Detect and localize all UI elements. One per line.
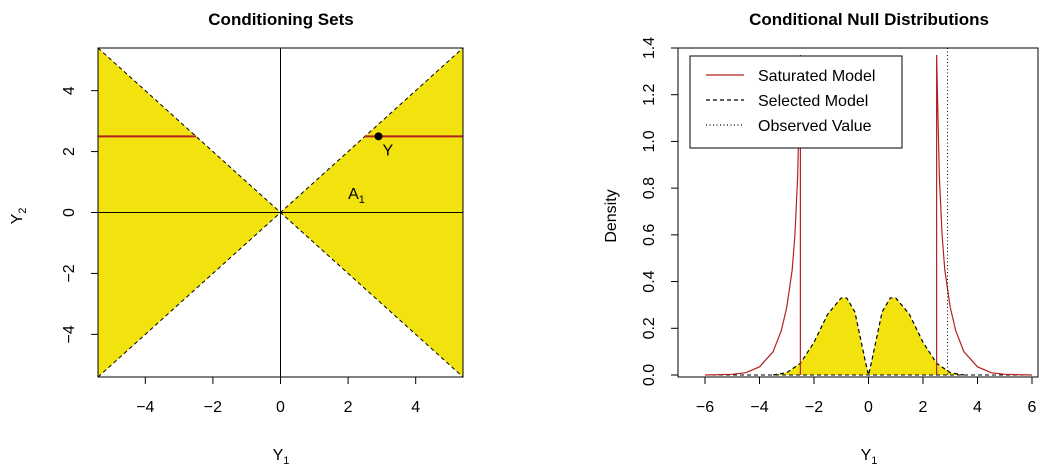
null-distributions-panel: Conditional Null Distributions −6 −4 −2 0 2 4… bbox=[603, 10, 1039, 467]
right-x-tick-label: 0 bbox=[864, 399, 873, 416]
left-plot-area: Y A1 −4 −2 0 2 4 −4 −2 0 2 4 bbox=[61, 47, 464, 416]
right-y-tick-label: 0.8 bbox=[641, 177, 658, 199]
observed-point-label: Y bbox=[383, 142, 394, 159]
right-y-tick-label: 1.0 bbox=[641, 130, 658, 152]
right-y-tick-label: 0.6 bbox=[641, 224, 658, 246]
left-y-tick-label: 2 bbox=[61, 147, 78, 156]
region-label: A1 bbox=[348, 186, 365, 206]
right-plot-frame bbox=[677, 47, 1039, 378]
left-x-tick-label: −2 bbox=[204, 399, 222, 416]
right-x-tick-label: 4 bbox=[973, 399, 982, 416]
left-y-tick-label: −4 bbox=[61, 325, 78, 343]
left-y-tick-label: −2 bbox=[61, 264, 78, 282]
right-y-axis-label: Density bbox=[603, 189, 620, 242]
saturated-right-branch bbox=[936, 54, 1033, 376]
selected-model-fill bbox=[773, 297, 964, 375]
right-x-axis-label: Y1 bbox=[861, 447, 878, 467]
right-plot-area: −6 −4 −2 0 2 4 6 0.0 0.2 0.4 0.6 0.8 1.0 1.2 1.4 Satura… bbox=[641, 37, 1039, 416]
right-x-tick-label: −4 bbox=[750, 399, 768, 416]
legend-box bbox=[689, 55, 903, 149]
left-x-tick-label: 0 bbox=[276, 399, 285, 416]
right-chart-title: Conditional Null Distributions bbox=[749, 10, 989, 29]
right-x-tick-label: −6 bbox=[696, 399, 714, 416]
right-y-tick-label: 0.2 bbox=[641, 317, 658, 339]
legend-label-2: Observed Value bbox=[758, 118, 872, 135]
left-x-tick-label: 2 bbox=[344, 399, 353, 416]
left-x-tick-label: 4 bbox=[411, 399, 420, 416]
right-y-tick-label: 1.4 bbox=[641, 37, 658, 59]
observed-point bbox=[374, 132, 383, 141]
right-y-tick-label: 0.0 bbox=[641, 364, 658, 386]
right-x-tick-label: 2 bbox=[919, 399, 928, 416]
right-y-tick-label: 1.2 bbox=[641, 83, 658, 105]
selected-model-line bbox=[773, 297, 964, 376]
conditioning-sets-panel: Conditioning Sets Y A1 −4 −2 0 2 4 −4 −2 0 2 4 Y1 Y… bbox=[9, 10, 464, 467]
legend: Saturated Model Selected Model Observed Va… bbox=[689, 55, 903, 149]
legend-label-1: Selected Model bbox=[758, 93, 868, 110]
right-y-tick-label: 0.4 bbox=[641, 270, 658, 292]
right-x-tick-label: 6 bbox=[1028, 399, 1037, 416]
left-chart-title: Conditioning Sets bbox=[208, 10, 353, 29]
left-x-tick-label: −4 bbox=[136, 399, 154, 416]
left-y-tick-label: 4 bbox=[61, 86, 78, 95]
right-x-tick-label: −2 bbox=[805, 399, 823, 416]
legend-label-0: Saturated Model bbox=[758, 68, 875, 85]
left-y-tick-label: 0 bbox=[61, 208, 78, 217]
left-y-axis-label: Y2 bbox=[9, 208, 29, 225]
left-x-axis-label: Y1 bbox=[273, 447, 290, 467]
